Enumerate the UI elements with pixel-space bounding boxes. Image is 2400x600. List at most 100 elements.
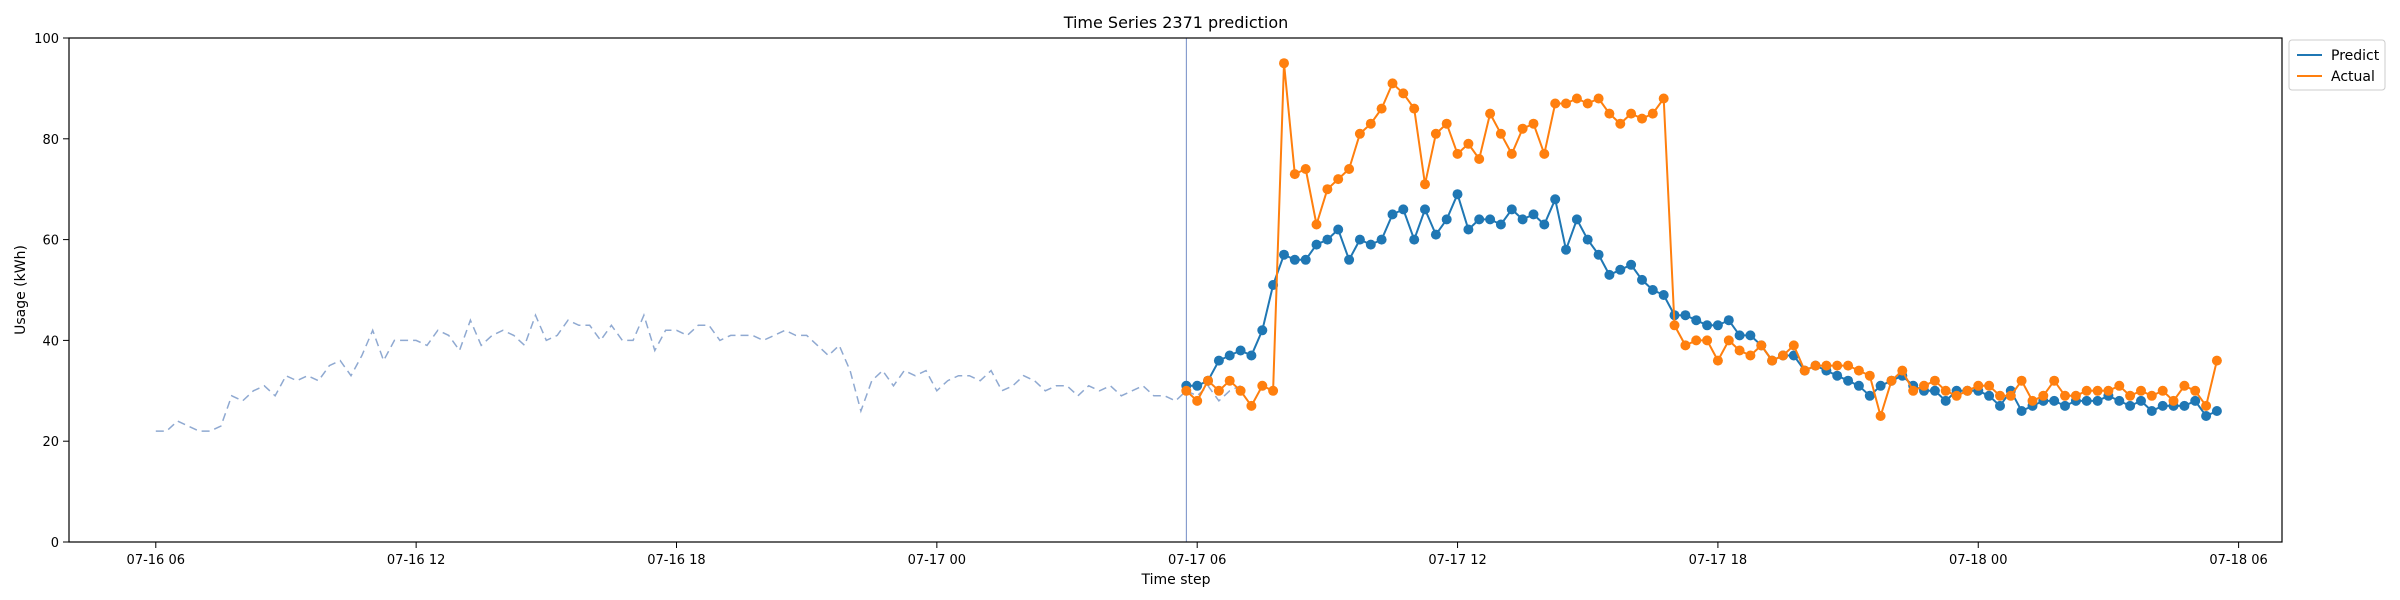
data-point-predict (1626, 259, 1637, 270)
x-tick-label: 07-17 06 (1168, 553, 1226, 568)
data-point-predict (1495, 219, 1506, 230)
data-point-predict (2179, 400, 2190, 411)
data-point-actual (2070, 390, 2081, 401)
data-point-actual (1658, 93, 1669, 104)
data-point-predict (1593, 249, 1604, 260)
axes-layer: 0 20 40 60 80 100 07-16 06 07-16 12 07-16 18 07-1… (34, 32, 2268, 568)
data-point-actual (1528, 118, 1539, 129)
data-point-actual (1300, 164, 1311, 174)
data-point-predict (1745, 330, 1756, 341)
data-point-predict (1604, 269, 1615, 280)
data-point-predict (1387, 209, 1398, 220)
data-point-predict (1430, 229, 1441, 240)
data-point-actual (2049, 375, 2060, 386)
data-point-predict (1322, 234, 1333, 245)
data-point-actual (2201, 400, 2212, 411)
data-point-predict (1843, 375, 1854, 386)
data-point-actual (1962, 385, 1973, 396)
data-point-actual (1756, 340, 1767, 351)
data-point-predict (1561, 244, 1571, 255)
data-point-actual (2168, 395, 2179, 406)
data-point-actual (1615, 118, 1626, 129)
data-point-actual (1289, 169, 1300, 180)
data-point-predict (1875, 380, 1886, 391)
data-point-predict (1853, 380, 1864, 391)
data-point-predict (1398, 204, 1409, 215)
data-point-actual (1940, 385, 1951, 396)
data-point-actual (1420, 179, 1430, 190)
data-point-actual (1441, 118, 1452, 129)
data-point-actual (1680, 340, 1691, 351)
data-point-predict (1224, 350, 1235, 361)
data-point-predict (2092, 395, 2103, 406)
data-point-actual (1463, 138, 1474, 149)
y-tick-label: 100 (34, 32, 59, 47)
data-point-actual (1821, 360, 1832, 371)
data-point-predict (1517, 214, 1528, 225)
data-point-actual (1995, 390, 2005, 401)
data-point-actual (1832, 360, 1843, 371)
data-point-predict (1528, 209, 1539, 220)
data-point-actual (2157, 385, 2168, 396)
data-point-predict (1680, 310, 1691, 321)
data-point-actual (1333, 174, 1344, 185)
data-point-actual (1344, 164, 1355, 174)
data-point-actual (1691, 335, 1702, 346)
data-point-predict (1279, 249, 1289, 260)
data-point-actual (1712, 355, 1723, 366)
data-point-actual (1257, 380, 1268, 391)
data-point-actual (1279, 58, 1289, 69)
data-point-predict (1832, 370, 1843, 381)
data-point-actual (2103, 385, 2114, 396)
data-point-predict (1333, 224, 1344, 235)
data-point-predict (1984, 390, 1995, 401)
data-point-predict (1506, 204, 1517, 215)
data-point-actual (1604, 108, 1615, 119)
series-layer (1181, 58, 2222, 421)
data-point-actual (1723, 335, 1734, 346)
data-point-actual (1582, 98, 1593, 109)
data-point-actual (1235, 385, 1246, 396)
data-point-predict (2081, 395, 2092, 406)
data-point-predict (1409, 234, 1420, 245)
data-point-actual (1474, 154, 1485, 164)
data-point-actual (1506, 148, 1517, 159)
x-tick-label: 07-16 06 (127, 553, 185, 568)
data-point-actual (1561, 98, 1571, 109)
data-point-actual (1485, 108, 1496, 119)
data-point-predict (1235, 345, 1246, 356)
data-point-actual (1973, 380, 1984, 391)
data-point-actual (1550, 98, 1561, 109)
y-tick-label: 80 (42, 133, 59, 148)
data-point-predict (2211, 406, 2222, 416)
data-point-actual (1181, 385, 1192, 396)
data-point-actual (1452, 148, 1463, 159)
data-point-predict (2136, 395, 2146, 406)
x-tick-label: 07-17 12 (1428, 553, 1486, 568)
legend-label-actual: Actual (2331, 69, 2375, 85)
legend-frame (2288, 39, 2386, 91)
data-point-actual (1908, 385, 1919, 396)
data-point-predict (1441, 214, 1452, 225)
plot-area-frame (68, 37, 2283, 543)
data-point-actual (2005, 390, 2016, 401)
x-tick-label: 07-17 18 (1689, 553, 1747, 568)
data-point-predict (2114, 395, 2125, 406)
data-point-predict (1723, 315, 1734, 326)
data-point-actual (2092, 385, 2103, 396)
data-point-predict (1463, 224, 1474, 235)
data-point-predict (1365, 239, 1376, 250)
x-tick-label: 07-16 12 (387, 553, 445, 568)
data-point-predict (2060, 400, 2070, 411)
data-point-actual (1539, 148, 1550, 159)
data-point-actual (1864, 370, 1875, 381)
data-point-predict (1647, 285, 1658, 295)
data-point-actual (2190, 385, 2201, 396)
data-point-predict (1637, 274, 1647, 285)
legend-label-predict: Predict (2331, 48, 2380, 64)
data-point-actual (1365, 118, 1376, 129)
data-point-predict (1702, 320, 1713, 331)
data-point-actual (1853, 365, 1864, 376)
data-point-predict (1712, 320, 1723, 331)
